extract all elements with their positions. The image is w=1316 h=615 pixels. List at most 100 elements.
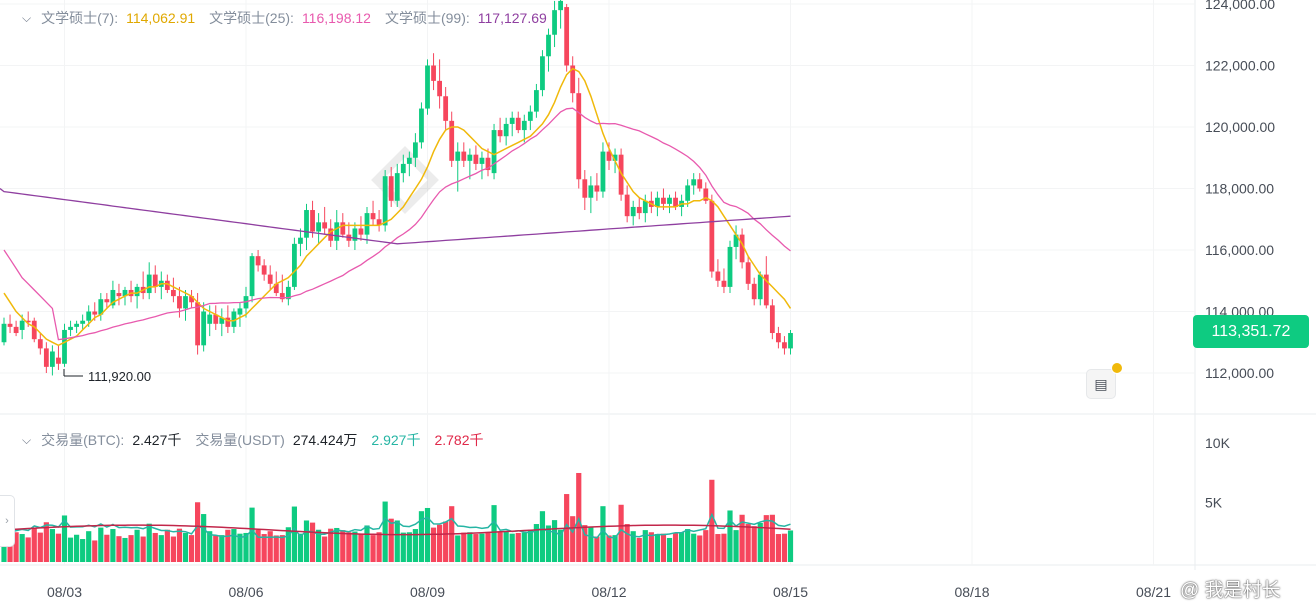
candle-body <box>600 151 606 192</box>
volume-bars <box>1 472 794 562</box>
volume-bar <box>612 535 618 562</box>
volume-btc-label: 交易量(BTC): <box>41 432 125 448</box>
volume-bar <box>55 533 62 562</box>
ma7-line <box>3 67 792 347</box>
candle-body <box>455 151 461 161</box>
volume-bar <box>19 534 25 562</box>
volume-bar <box>364 525 370 562</box>
candle-body <box>479 157 485 164</box>
chevron-down-icon[interactable]: ⌵ <box>22 432 32 447</box>
time-tick-label: 08/18 <box>954 584 989 600</box>
volume-bar <box>116 536 122 562</box>
volume-bar <box>527 529 533 562</box>
candle-body <box>394 173 400 201</box>
volume-bar <box>31 527 37 562</box>
current-price-badge: 113,351.72 <box>1193 315 1309 348</box>
volume-btc-value: 2.427千 <box>132 432 182 448</box>
ma7-label: 文学硕士(7): <box>41 10 119 26</box>
volume-ma-long-line <box>3 524 791 536</box>
volume-bar <box>727 510 733 562</box>
volume-bar <box>261 534 267 562</box>
candle-body <box>745 262 751 284</box>
volume-bar <box>358 533 364 562</box>
volume-bar <box>618 504 624 562</box>
volume-bar <box>98 527 104 562</box>
candle-body <box>564 7 570 66</box>
volume-bar <box>691 533 697 562</box>
candle-body <box>279 293 285 300</box>
volume-bar <box>654 534 660 562</box>
volume-bar <box>86 531 92 562</box>
volume-bar <box>376 532 382 562</box>
candle-body <box>757 274 763 300</box>
volume-bar <box>74 534 80 562</box>
volume-bar <box>769 514 775 562</box>
candle-body <box>461 151 467 161</box>
candle-body <box>485 157 491 171</box>
candle-body <box>709 200 715 272</box>
candle-body <box>195 302 200 346</box>
candle-body <box>86 311 92 321</box>
chevron-down-icon[interactable]: ⌵ <box>22 10 32 25</box>
time-tick-label: 08/03 <box>47 584 82 600</box>
volume-bar <box>672 532 679 562</box>
candle-body <box>558 0 563 11</box>
volume-bar <box>509 533 515 562</box>
candle-body <box>782 342 787 349</box>
candle-body <box>624 194 630 217</box>
candle-body <box>388 176 394 201</box>
volume-bar <box>787 530 794 562</box>
candle-body <box>164 280 170 290</box>
candle-body <box>370 213 376 220</box>
candle-body <box>667 197 672 204</box>
candle-body <box>606 151 612 161</box>
ma25-line <box>3 107 791 341</box>
volume-bar <box>642 530 648 562</box>
volume-bar <box>455 535 461 562</box>
volume-bar <box>213 535 219 562</box>
candle-body <box>473 154 479 164</box>
candle-body <box>509 117 515 124</box>
candle-body <box>630 206 636 217</box>
candle-body <box>146 274 152 294</box>
time-tick-label: 08/12 <box>591 584 626 600</box>
ma-legend: ⌵ 文学硕士(7): 114,062.91 文学硕士(25): 116,198.… <box>22 8 561 28</box>
volume-bar <box>551 520 558 562</box>
volume-bar <box>757 522 763 562</box>
candle-body <box>443 96 449 121</box>
candle-body <box>449 120 455 161</box>
candle-body <box>177 296 182 309</box>
time-tick-label: 08/21 <box>1136 584 1171 600</box>
volume-bar <box>418 511 425 562</box>
volume-bar <box>648 532 654 562</box>
candle-body <box>655 197 660 207</box>
grid-lines <box>0 0 1316 570</box>
candle-body <box>310 210 315 232</box>
time-tick-label: 08/15 <box>773 584 808 600</box>
candle-body <box>201 311 207 346</box>
volume-bar <box>49 529 55 562</box>
candle-body <box>98 299 104 315</box>
volume-usdt-label: 交易量(USDT) <box>195 432 285 448</box>
expand-handle-icon[interactable]: › <box>0 495 15 547</box>
volume-bar <box>745 524 751 562</box>
volume-bar <box>37 532 43 562</box>
price-tick-label: 122,000.00 <box>1205 58 1275 74</box>
candle-body <box>273 283 279 294</box>
note-icon[interactable]: ▤ <box>1086 369 1116 399</box>
author-watermark: @ 我是村长 <box>1180 580 1281 601</box>
volume-bar <box>473 534 479 562</box>
candle-body <box>697 179 703 189</box>
ma25-value: 116,198.12 <box>301 10 371 26</box>
volume-bar <box>237 533 243 562</box>
notification-dot <box>1111 362 1123 374</box>
volume-bar <box>394 520 400 562</box>
candle-body <box>570 65 576 94</box>
volume-bar <box>279 535 285 562</box>
time-tick-label: 08/06 <box>228 584 263 600</box>
volume-bar <box>25 537 31 562</box>
candle-body <box>267 274 273 284</box>
binance-logo-watermark <box>371 146 439 214</box>
volume-bar <box>781 533 788 562</box>
